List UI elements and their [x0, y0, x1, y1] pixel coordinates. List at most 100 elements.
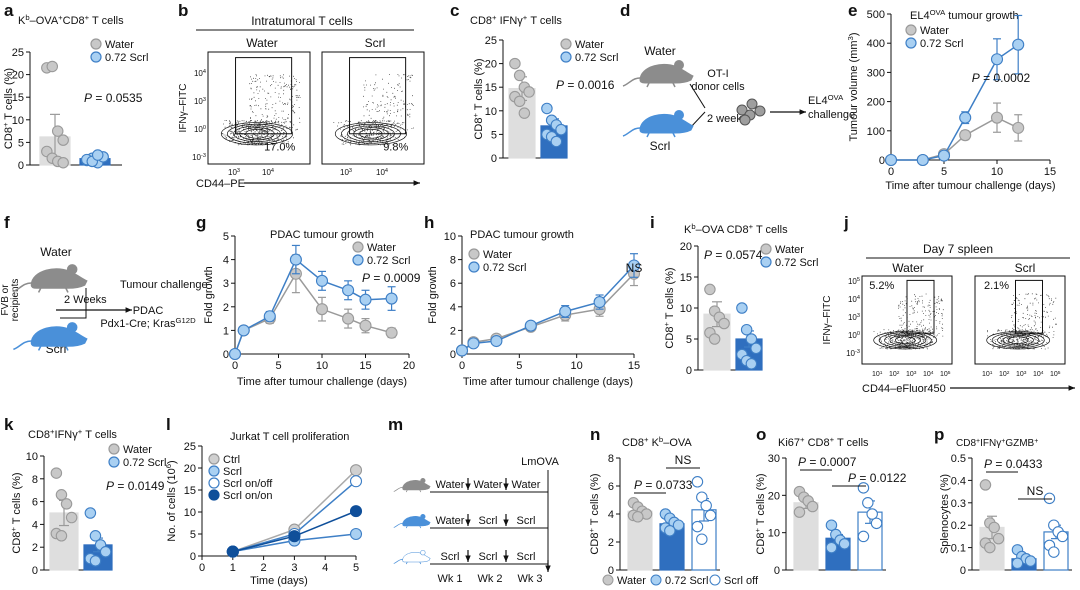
data-point — [740, 323, 753, 336]
superscript: + — [976, 438, 980, 445]
data-point — [632, 511, 644, 523]
superscript: 0 — [857, 331, 860, 337]
superscript: 4 — [931, 370, 934, 376]
y-tick-label: 4 — [450, 302, 456, 314]
x-tick-label: 102 — [889, 370, 900, 379]
tumour-label: Tumour challenge — [120, 279, 208, 291]
superscript: 2 — [1007, 370, 1010, 376]
text-span: IFNγ — [55, 429, 79, 441]
text-span: 10 — [1033, 371, 1041, 378]
mouse-leg — [405, 525, 408, 529]
y-tick-label: 8 — [608, 453, 614, 465]
treatment-label: Water — [436, 479, 465, 491]
ns-label: NS — [675, 453, 692, 467]
y-tick-label: 15 — [485, 82, 497, 94]
y-tick-label: 2 — [32, 542, 38, 554]
data-point — [990, 111, 1004, 124]
y-axis-label: No. of cells (106) — [164, 460, 179, 541]
mouse-ear — [674, 110, 684, 120]
annotations-n: NS — [634, 453, 700, 494]
ns-label: NS — [1027, 484, 1044, 498]
y-tick-label: 0 — [879, 155, 885, 167]
text-span: –OVA — [663, 437, 692, 449]
data-point — [862, 497, 874, 509]
data-point — [916, 153, 929, 167]
x-tick-label: 103 — [228, 168, 240, 177]
data-point — [237, 324, 250, 337]
y-axis-label: IFNγ–FITC — [822, 296, 833, 345]
x-axis-label: Time (days) — [250, 575, 308, 587]
superscript: -3 — [855, 349, 860, 355]
superscript: G12D — [176, 316, 197, 325]
superscript: 4 — [203, 69, 206, 75]
legend-entry: Water — [617, 575, 646, 587]
data-point — [524, 319, 537, 332]
text-span: CD8 — [622, 437, 644, 449]
text-span: CD8 — [956, 438, 976, 449]
y-tick-label: 0 — [774, 565, 780, 577]
data-point — [55, 489, 68, 501]
data-point — [884, 153, 898, 167]
text-span: CD8 — [63, 15, 85, 27]
data-point — [50, 467, 63, 479]
chart-title-b: Intratumoral T cells — [251, 14, 353, 28]
flow-gate — [1015, 279, 1043, 334]
superscript: 2 — [897, 370, 900, 376]
x-tick-label: 3 — [291, 562, 297, 574]
treatment-label: Water — [474, 479, 503, 491]
data-point — [555, 123, 567, 136]
y-tick-label: 0 — [960, 565, 966, 577]
legend-n: Water 0.72 Scrl Scrl off — [602, 574, 759, 587]
legend-marker — [905, 24, 917, 36]
flow-gate-percent: 5.2% — [869, 280, 894, 292]
flow-gate-percent: 17.0% — [264, 142, 295, 154]
p-value: = 0.0149 — [114, 479, 165, 493]
data-point — [513, 95, 526, 108]
legend-marker — [468, 248, 480, 260]
text-span: T cells — [527, 15, 562, 27]
mouse-tail — [393, 487, 403, 492]
mouse-leg — [419, 561, 422, 565]
legend-marker — [468, 261, 480, 273]
legend-entry: Water — [920, 25, 949, 37]
text-span: 10 — [192, 153, 201, 162]
mouse-leg — [37, 287, 42, 293]
x-tick-label: 0 — [199, 562, 205, 574]
y-tick-label: 100 — [194, 125, 206, 134]
cell-icon — [746, 98, 758, 110]
data-point — [984, 541, 996, 554]
data-point — [46, 60, 59, 73]
legend-entry: 0.72 Scrl — [105, 52, 148, 64]
panel-label-a: a — [4, 1, 14, 20]
p-value-label: P = 0.0535 — [84, 91, 143, 105]
p-symbol: P — [556, 78, 564, 92]
chart-title-n: CD8+ Kb–OVA — [622, 435, 692, 450]
y-tick-label: 0 — [686, 365, 692, 377]
legend-entry: 0.72 Scrl — [123, 457, 166, 469]
panel-label-f: f — [4, 213, 10, 232]
legend-entry: Water — [367, 242, 396, 254]
y-tick-label: 105 — [848, 277, 860, 286]
y-axis-label: CD8+ T cells (%) — [662, 267, 677, 348]
text-span: CD8 — [805, 437, 830, 449]
superscript: 3 — [237, 168, 240, 174]
superscript: + — [749, 222, 754, 231]
y-tick-label: 400 — [867, 38, 885, 50]
p-symbol: P — [362, 271, 370, 285]
legend-marker — [905, 37, 917, 49]
y-tick-label: 2 — [608, 537, 614, 549]
mouse-body — [402, 480, 431, 491]
x-tick-label: 104 — [262, 168, 274, 177]
treatment-label: Scrl — [479, 515, 498, 527]
y-axis-label: CD8+ T cells (%) — [9, 472, 24, 553]
legend-marker — [709, 574, 721, 586]
recipients-label: recipients — [10, 279, 21, 322]
y-tick-label: 25 — [12, 47, 24, 59]
p-value: = 0.0002 — [980, 71, 1031, 85]
mouse-tail — [13, 340, 32, 351]
y-tick-label: 10 — [26, 451, 38, 463]
y-tick-label: 25 — [184, 441, 196, 453]
annotations-o — [800, 469, 866, 487]
y-tick-label: 0.4 — [951, 475, 966, 487]
